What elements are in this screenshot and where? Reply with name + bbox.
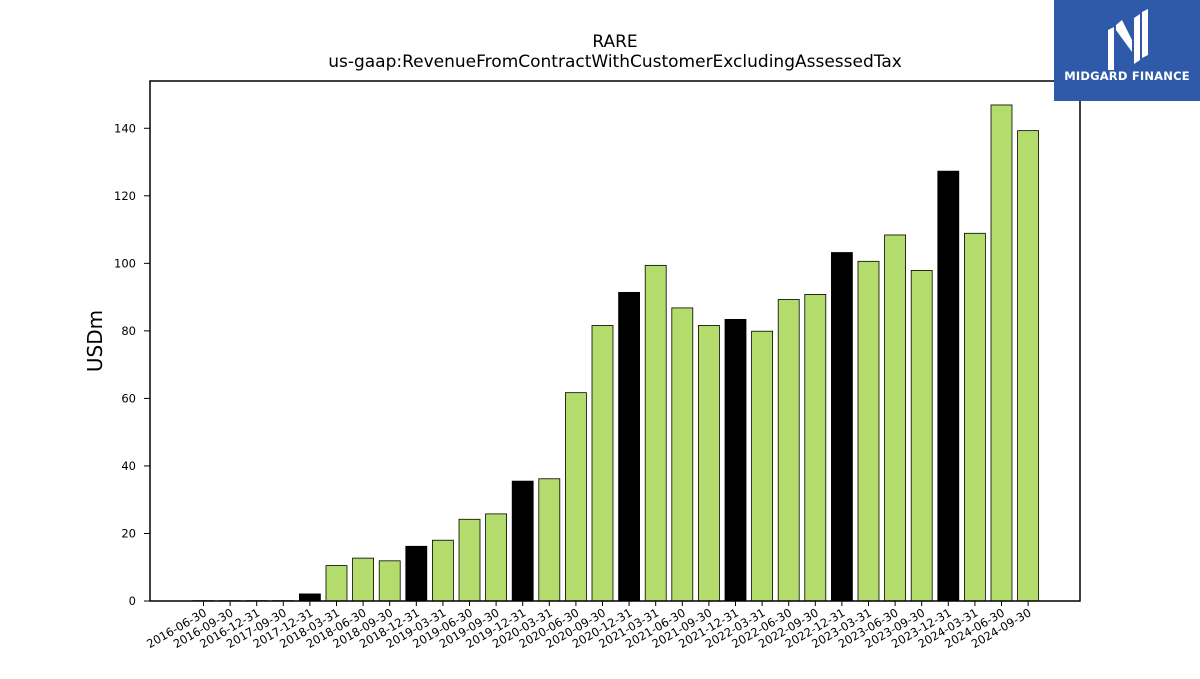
chart-title: RARE — [150, 32, 1080, 52]
bar-2018-03-31 — [326, 566, 347, 601]
y-tick-label: 140 — [114, 121, 136, 135]
bar-2017-12-31 — [299, 594, 320, 601]
bar-2019-03-31 — [432, 540, 453, 601]
bar-2023-03-31 — [858, 261, 879, 601]
bar-2024-09-30 — [1018, 131, 1039, 601]
bar-2020-09-30 — [592, 325, 613, 601]
bar-2024-06-30 — [991, 105, 1012, 601]
bar-2019-06-30 — [459, 519, 480, 601]
bar-2020-03-31 — [539, 479, 560, 601]
bar-2021-06-30 — [672, 308, 693, 601]
bar-2024-03-31 — [964, 233, 985, 601]
brand-logo-text: MIDGARD FINANCE — [1054, 69, 1200, 83]
bar-2018-06-30 — [353, 558, 374, 601]
bar-2023-06-30 — [885, 235, 906, 601]
chart-subtitle: us-gaap:RevenueFromContractWithCustomerE… — [150, 52, 1080, 72]
bar-2021-09-30 — [698, 325, 719, 601]
brand-logo: MIDGARD FINANCE — [1054, 0, 1200, 101]
y-tick-label: 60 — [121, 391, 136, 405]
y-tick-label: 120 — [114, 189, 136, 203]
bar-2023-09-30 — [911, 270, 932, 601]
bar-2022-03-31 — [752, 331, 773, 601]
bar-2020-06-30 — [565, 393, 586, 601]
y-tick-label: 40 — [121, 459, 136, 473]
bar-2022-09-30 — [805, 294, 826, 601]
bar-2021-12-31 — [725, 319, 746, 601]
y-axis-ticks: 0 20 40 60 80 100 120 140 — [114, 121, 150, 608]
bar-2022-12-31 — [831, 253, 852, 601]
y-axis-label: USDm — [83, 310, 107, 372]
x-axis-ticks: 2016-06-302016-09-302016-12-312017-09-30… — [144, 601, 1033, 651]
bar-2023-12-31 — [938, 171, 959, 601]
bar-2018-09-30 — [379, 561, 400, 601]
bars-layer — [193, 105, 1039, 601]
bar-2022-06-30 — [778, 299, 799, 601]
mh-monogram-icon — [1054, 0, 1200, 70]
y-tick-label: 20 — [121, 526, 136, 540]
bar-2021-03-31 — [645, 265, 666, 601]
bar-2019-09-30 — [486, 514, 507, 601]
y-tick-label: 100 — [114, 256, 136, 270]
y-tick-label: 80 — [121, 324, 136, 338]
y-tick-label: 0 — [129, 594, 136, 608]
bar-2018-12-31 — [406, 546, 427, 601]
bar-2020-12-31 — [619, 292, 640, 601]
bar-2019-12-31 — [512, 481, 533, 601]
